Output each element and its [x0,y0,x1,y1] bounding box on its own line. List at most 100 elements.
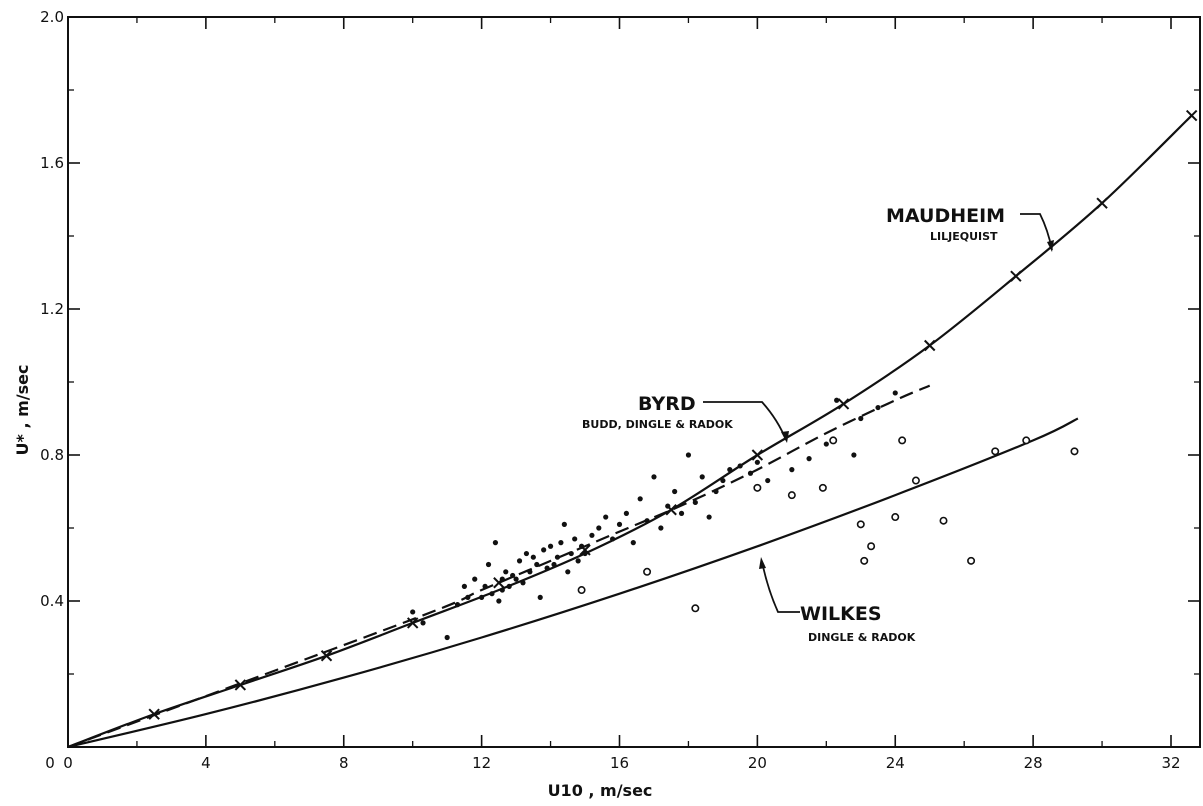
byrd-point [541,547,547,553]
series-label-maudheim: MAUDHEIM LILJEQUIST [886,205,1054,252]
byrd-point [489,591,495,597]
byrd-point [575,558,581,564]
y-axis-label: U* , m/sec [13,365,32,456]
x-axis-label: U10 , m/sec [548,781,653,800]
axes [67,16,1201,748]
wilkes-point [577,586,586,595]
byrd-point [747,470,754,476]
maudheim-x-marker [1010,270,1022,282]
wilkes-point [911,476,920,485]
wilkes-point [1022,436,1031,445]
byrd-point [789,467,795,473]
ticks: 0 4 8 12 16 20 24 28 32 0.4 0.8 1.2 1.6 2.0 0 [40,8,1200,772]
wilkes-point [691,604,700,613]
byrd-point [754,459,760,465]
wilkes-arrow-icon [759,557,766,569]
byrd-point [510,572,516,579]
byrd-point [492,540,499,546]
byrd-point [851,452,857,458]
maudheim-arrow-icon [1047,240,1054,252]
byrd-point [554,554,561,560]
byrd-point [616,521,623,527]
x-tick-label: 16 [610,754,629,772]
series-curves [67,114,1193,749]
byrd-point [699,474,705,480]
byrd-point [651,474,657,480]
wilkes-point [860,556,869,565]
wilkes-point [967,556,976,565]
byrd-point [482,583,488,590]
byrd-point [516,558,523,564]
byrd-point [527,569,533,575]
maudheim-x-marker [1096,197,1108,209]
plot-frame [67,16,1201,748]
byrd-point [465,594,471,600]
series-marks [148,109,1198,720]
maudheim-x-marker [148,708,160,720]
x-tick-label: 28 [1024,754,1043,772]
maudheim-curve [67,114,1193,749]
wilkes-point [891,513,900,522]
series-label-byrd: BYRD BUDD, DINGLE & RADOK [582,393,789,443]
wilkes-label: WILKES [800,603,882,625]
byrd-point [630,540,636,546]
byrd-point [637,496,643,502]
maudheim-x-marker [924,339,936,352]
wilkes-point [818,483,827,492]
byrd-point [530,554,536,560]
byrd-curve [67,384,931,749]
byrd-point [692,499,698,506]
x-tick-label: 0 [63,754,73,772]
byrd-point [534,561,540,568]
maudheim-leader-line [1020,213,1053,251]
y-tick-label: 1.2 [40,300,64,318]
byrd-point [496,598,502,604]
x-tick-label: 32 [1161,754,1180,772]
byrd-arrow-icon [781,431,789,443]
y-tick-label: 2.0 [40,8,64,26]
byrd-point [420,620,426,626]
byrd-point [561,521,567,527]
maudheim-x-marker [234,679,247,691]
byrd-point [537,594,543,600]
byrd-label: BYRD [638,393,696,415]
byrd-point [658,525,664,531]
byrd-point [720,477,726,484]
wilkes-curve [67,417,1079,749]
wilkes-sublabel: DINGLE & RADOK [808,631,916,644]
byrd-point [506,583,512,590]
wilkes-point [867,542,876,551]
byrd-point [513,576,519,582]
maudheim-x-marker [1185,109,1198,122]
wilkes-point [991,447,1000,456]
byrd-point [610,536,616,542]
wilkes-point [753,483,762,492]
byrd-point [544,565,550,571]
byrd-point [678,510,685,516]
byrd-point [823,441,829,447]
byrd-point [520,580,526,586]
y-tick-label: 0.4 [40,592,64,610]
byrd-point [806,456,812,462]
byrd-point [665,503,671,509]
byrd-point [596,525,602,531]
byrd-point [472,576,478,582]
maudheim-x-marker [751,449,764,461]
byrd-point [727,467,733,473]
byrd-point [568,550,574,557]
byrd-point [589,532,595,538]
maudheim-x-marker [406,617,419,629]
byrd-sublabel: BUDD, DINGLE & RADOK [582,418,733,431]
byrd-point [499,587,505,593]
byrd-point [558,540,564,546]
byrd-point [479,594,485,600]
byrd-point [547,543,554,549]
byrd-point [737,463,743,469]
byrd-point [713,488,719,495]
wilkes-point [898,436,907,445]
byrd-point [565,569,571,575]
maudheim-label: MAUDHEIM [886,205,1005,227]
byrd-point [461,583,467,590]
byrd-point [551,561,557,568]
x-tick-label: 8 [339,754,349,772]
